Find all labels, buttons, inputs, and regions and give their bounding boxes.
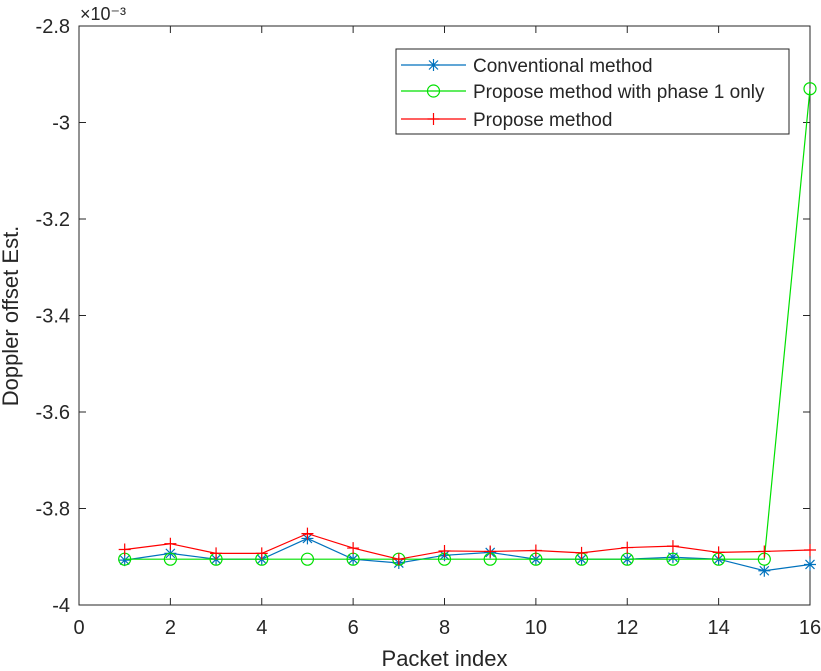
data-point <box>164 537 177 550</box>
data-point <box>210 547 223 560</box>
marker-plus <box>164 537 177 550</box>
legend-swatch-marker <box>427 113 440 125</box>
marker-circle <box>300 552 315 566</box>
y-tick-label: -4 <box>52 595 70 617</box>
data-point <box>301 527 314 540</box>
data-point <box>575 546 588 559</box>
y-tick-label: -3.6 <box>36 402 70 424</box>
y-tick-label: -3.8 <box>36 499 70 521</box>
marker-asterisk <box>758 564 771 577</box>
marker-plus <box>392 553 405 566</box>
marker-plus <box>712 546 725 559</box>
marker-plus <box>804 543 816 556</box>
marker-plus <box>301 527 314 540</box>
data-point <box>347 542 360 555</box>
legend-swatch-marker <box>426 84 441 98</box>
data-point <box>666 551 679 564</box>
marker-asterisk <box>804 558 816 571</box>
y-tick-label: -3.2 <box>36 209 70 231</box>
x-tick-label: 4 <box>256 617 267 639</box>
marker-plus <box>118 543 131 556</box>
marker-plus <box>575 546 588 559</box>
data-point <box>803 82 817 96</box>
y-axis-ticks: -4 -3.8 -3.6 -3.4 -3.2 -3 -2.8 <box>36 16 810 617</box>
marker-plus <box>255 547 268 560</box>
marker-circle <box>803 82 817 96</box>
data-point <box>118 543 131 556</box>
data-point <box>666 540 679 553</box>
x-tick-label: 16 <box>799 617 821 639</box>
marker-circle <box>163 552 177 566</box>
y-tick-label: -3.4 <box>36 306 70 328</box>
marker-plus <box>529 544 542 557</box>
legend-label: Conventional method <box>473 56 653 77</box>
legend-swatch-marker <box>427 59 440 71</box>
marker-plus <box>484 545 497 558</box>
series-3 <box>118 527 816 566</box>
data-point <box>758 545 771 558</box>
data-point <box>438 544 451 557</box>
data-point <box>758 564 771 577</box>
data-point <box>621 541 634 554</box>
data-point <box>529 544 542 557</box>
legend-item-2: Propose method with phase 1 only <box>401 82 765 103</box>
x-tick-label: 2 <box>165 617 176 639</box>
data-point <box>163 552 177 566</box>
data-point <box>666 552 680 566</box>
marker-asterisk <box>666 551 679 564</box>
marker-circle <box>666 552 680 566</box>
data-point <box>712 546 725 559</box>
data-point <box>804 543 816 556</box>
data-point <box>300 552 315 566</box>
x-tick-label: 6 <box>348 617 359 639</box>
series-2 <box>118 82 817 566</box>
data-point <box>118 554 131 567</box>
marker-plus <box>758 545 771 558</box>
series-layer <box>118 82 817 577</box>
marker-asterisk <box>118 554 131 567</box>
data-point <box>804 558 816 571</box>
x-tick-label: 12 <box>616 617 638 639</box>
y-tick-label: -2.8 <box>36 16 70 38</box>
legend: Conventional method Propose method with p… <box>395 48 790 135</box>
marker-asterisk <box>427 59 440 71</box>
legend-label: Propose method with phase 1 only <box>473 82 765 103</box>
legend-label: Propose method <box>473 110 612 131</box>
x-axis-ticks: 0 2 4 6 8 10 12 14 16 <box>73 26 821 639</box>
marker-plus <box>210 547 223 560</box>
series-line <box>124 88 811 560</box>
marker-plus <box>347 542 360 555</box>
x-tick-label: 10 <box>525 617 547 639</box>
data-point <box>255 547 268 560</box>
marker-circle <box>426 84 441 98</box>
marker-plus <box>666 540 679 553</box>
data-point <box>392 553 405 566</box>
y-axis-label: Doppler offset Est. <box>0 226 23 407</box>
x-tick-label: 8 <box>439 617 450 639</box>
legend-item-3: Propose method <box>401 110 612 131</box>
series-line <box>124 532 811 560</box>
x-tick-label: 0 <box>73 617 84 639</box>
legend-item-1: Conventional method <box>401 56 653 77</box>
x-axis-label: Packet index <box>382 646 508 671</box>
marker-plus <box>621 541 634 554</box>
marker-plus <box>438 544 451 557</box>
x-tick-label: 14 <box>708 617 730 639</box>
marker-plus <box>427 113 440 125</box>
y-exponent-label: ×10⁻³ <box>80 4 126 24</box>
data-point <box>484 545 497 558</box>
y-tick-label: -3 <box>52 113 70 135</box>
